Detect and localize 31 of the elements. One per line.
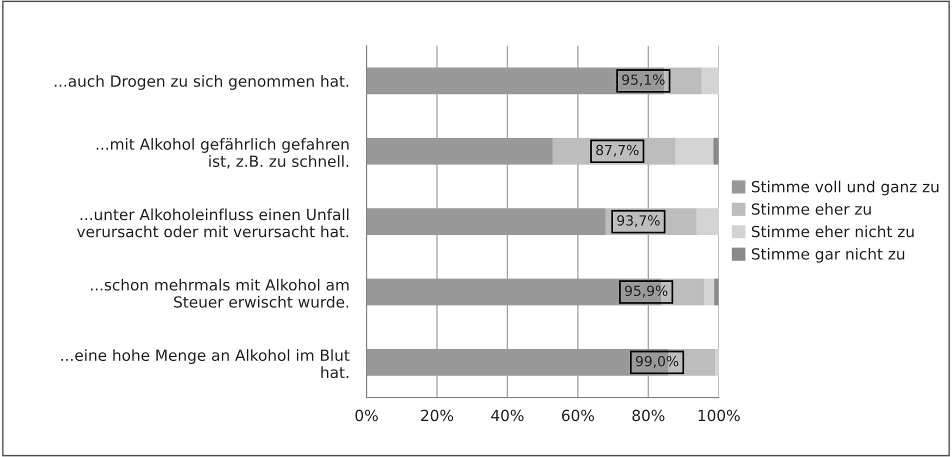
- annotation: 87,7%: [596, 144, 639, 157]
- bar: [713, 138, 719, 165]
- bar: [675, 138, 714, 165]
- legend-label: Stimme voll und ganz zu: [752, 180, 938, 196]
- x-tick-label: 40%: [491, 410, 524, 422]
- bar: [366, 68, 664, 94]
- bar: [664, 68, 702, 94]
- bar: [366, 208, 606, 236]
- y-tick-label: ...unter Alkoholeinfluss einen Unfall verursacht oder mit verursacht hat.: [76, 208, 348, 238]
- x-tick-label: 100%: [698, 410, 740, 422]
- x-tick-label: 20%: [421, 410, 454, 422]
- y-tick-label: ...mit Alkohol gefährlich gefahren ist, z.B. zu schnell.: [96, 138, 349, 169]
- legend-label: Stimme eher nicht zu: [752, 225, 914, 238]
- x-tick-label: 0%: [355, 410, 378, 422]
- x-tick-label: 60%: [562, 410, 594, 422]
- y-tick-label: ...schon mehrmals mit Alkohol am Steuer erwischt wurde.: [91, 278, 349, 308]
- y-tick-label: ...auch Drogen zu sich genommen hat.: [54, 75, 348, 90]
- legend-label: Stimme gar nicht zu: [752, 248, 904, 263]
- bar: [715, 349, 719, 376]
- bar: [714, 278, 719, 306]
- annotation: 99,0%: [636, 356, 678, 368]
- annotation: 95,9%: [624, 286, 668, 298]
- x-tick-label: 80%: [632, 410, 664, 422]
- legend-label: Stimme eher zu: [752, 203, 871, 215]
- bar: [366, 138, 553, 165]
- bar: [696, 208, 719, 236]
- y-tick-label: ...eine hohe Menge an Alkohol im Blut hat.: [61, 349, 350, 378]
- bar: [704, 278, 714, 306]
- annotation: 93,7%: [617, 215, 660, 228]
- annotation: 95,1%: [622, 74, 665, 86]
- bar: [702, 68, 719, 94]
